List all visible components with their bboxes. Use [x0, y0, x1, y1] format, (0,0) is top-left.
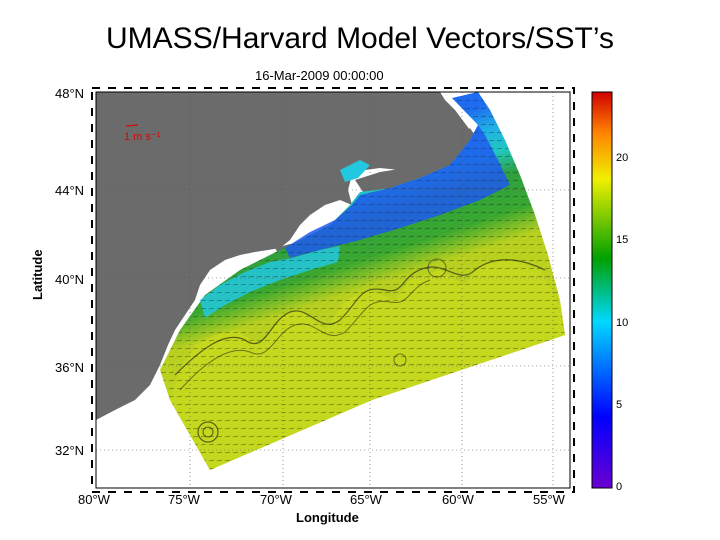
lon-tick-65: 65°W [350, 492, 382, 507]
velocity-vectors [160, 92, 565, 470]
gulf-stream-meanders [174, 259, 546, 376]
colorbar-tick-5: 5 [616, 399, 623, 411]
eddy-north [427, 258, 447, 278]
colorbar-tick-0: 0 [616, 481, 623, 493]
eddy-south [197, 421, 219, 443]
colorbar-tick-10: 10 [616, 317, 629, 329]
map-border-ticks [91, 87, 575, 493]
lon-tick-75: 75°W [168, 492, 200, 507]
lon-tick-70: 70°W [260, 492, 292, 507]
eddy-south-inner [202, 426, 214, 438]
nova-scotia-land [355, 128, 478, 195]
lat-tick-48: 48°N [55, 86, 85, 101]
scale-vector-label: 1 m s⁻¹ [124, 131, 161, 143]
land-mass [96, 92, 470, 420]
colorbar-tick-20: 20 [616, 152, 629, 164]
colorbar [591, 91, 613, 489]
gulf-stream-meanders-2 [179, 279, 431, 391]
map-border [95, 91, 571, 489]
lat-tick-40: 40°N [55, 272, 85, 287]
y-axis-title: Latitude [30, 249, 45, 300]
colorbar-tick-15: 15 [616, 234, 629, 246]
gulf-of-stlawrence-water [340, 160, 370, 182]
x-axis-title: Longitude [296, 510, 359, 525]
lat-tick-44: 44°N [55, 183, 85, 198]
lat-tick-32: 32°N [55, 443, 85, 458]
lon-tick-60: 60°W [442, 492, 474, 507]
lat-tick-36: 36°N [55, 360, 85, 375]
map-title: UMASS/Harvard Model Vectors/SST’s [106, 22, 614, 55]
scale-arrow [125, 124, 139, 127]
lon-tick-55: 55°W [533, 492, 565, 507]
timestamp: 16-Mar-2009 00:00:00 [255, 68, 384, 83]
lon-tick-80: 80°W [78, 492, 110, 507]
grid-lines [96, 92, 570, 488]
